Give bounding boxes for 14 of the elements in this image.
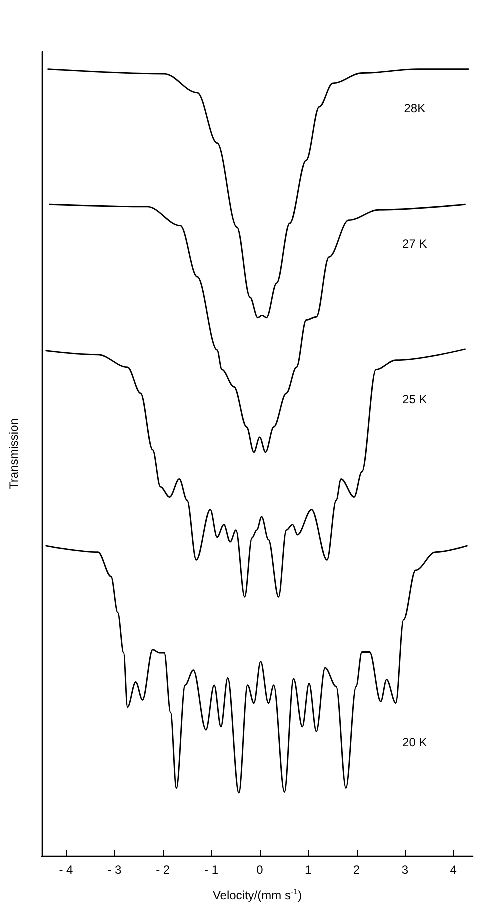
- text: 20 K: [402, 736, 428, 750]
- x-tick-label: - 3: [108, 863, 122, 877]
- x-tick-label: 1: [305, 863, 312, 877]
- x-tick-label: 2: [353, 863, 360, 877]
- y-axis-title: Transmission: [7, 418, 21, 490]
- text: 28K: [404, 102, 426, 116]
- x-tick-label: 0: [256, 863, 264, 877]
- x-tick-label: 4: [450, 863, 458, 877]
- x-tick-label: - 2: [156, 863, 170, 877]
- text: 25 K: [402, 392, 428, 407]
- x-tick-label: 3: [402, 863, 409, 877]
- text: 27 K: [402, 236, 428, 251]
- x-tick-label: - 1: [204, 863, 219, 877]
- x-tick-label: - 4: [59, 863, 74, 877]
